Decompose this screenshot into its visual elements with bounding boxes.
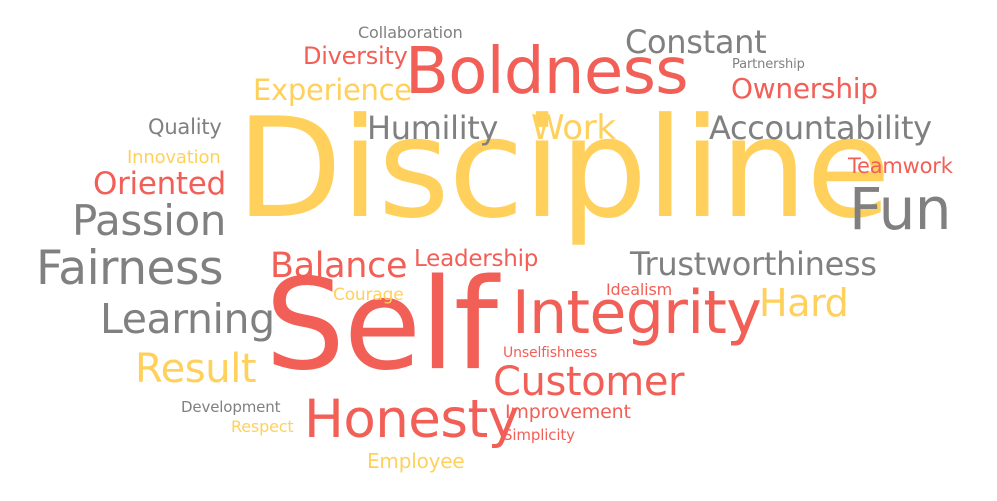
word-result: Result (135, 346, 257, 392)
word-discipline: Discipline (236, 88, 891, 249)
word-fairness: Fairness (36, 241, 223, 296)
word-teamwork: Teamwork (848, 154, 953, 178)
word-constant: Constant (625, 23, 767, 61)
word-collaboration: Collaboration (358, 23, 463, 42)
word-passion: Passion (72, 196, 226, 245)
word-idealism: Idealism (606, 280, 673, 299)
word-integrity: Integrity (512, 278, 762, 348)
word-hard: Hard (759, 281, 849, 325)
word-unselfishness: Unselfishness (503, 345, 598, 361)
word-learning: Learning (100, 295, 275, 343)
word-leadership: Leadership (414, 246, 539, 272)
word-employee: Employee (367, 449, 465, 473)
word-oriented: Oriented (93, 166, 226, 202)
word-customer: Customer (493, 359, 685, 405)
word-fun: Fun (849, 175, 952, 243)
word-partnership: Partnership (732, 57, 805, 72)
word-balance: Balance (270, 246, 408, 286)
word-work: Work (531, 108, 616, 148)
word-self: Self (265, 251, 498, 398)
word-courage: Courage (333, 285, 404, 305)
word-simplicity: Simplicity (503, 426, 575, 444)
word-accountability: Accountability (709, 109, 932, 147)
word-boldness: Boldness (405, 35, 689, 109)
word-ownership: Ownership (731, 72, 878, 105)
word-respect: Respect (231, 417, 294, 436)
word-experience: Experience (253, 73, 412, 107)
word-development: Development (181, 398, 281, 416)
word-quality: Quality (148, 115, 222, 139)
word-improvement: Improvement (505, 401, 631, 423)
word-trustworthiness: Trustworthiness (630, 245, 877, 283)
word-diversity: Diversity (303, 42, 408, 70)
word-honesty: Honesty (304, 389, 519, 450)
word-humility: Humility (367, 109, 499, 147)
word-innovation: Innovation (127, 147, 221, 168)
